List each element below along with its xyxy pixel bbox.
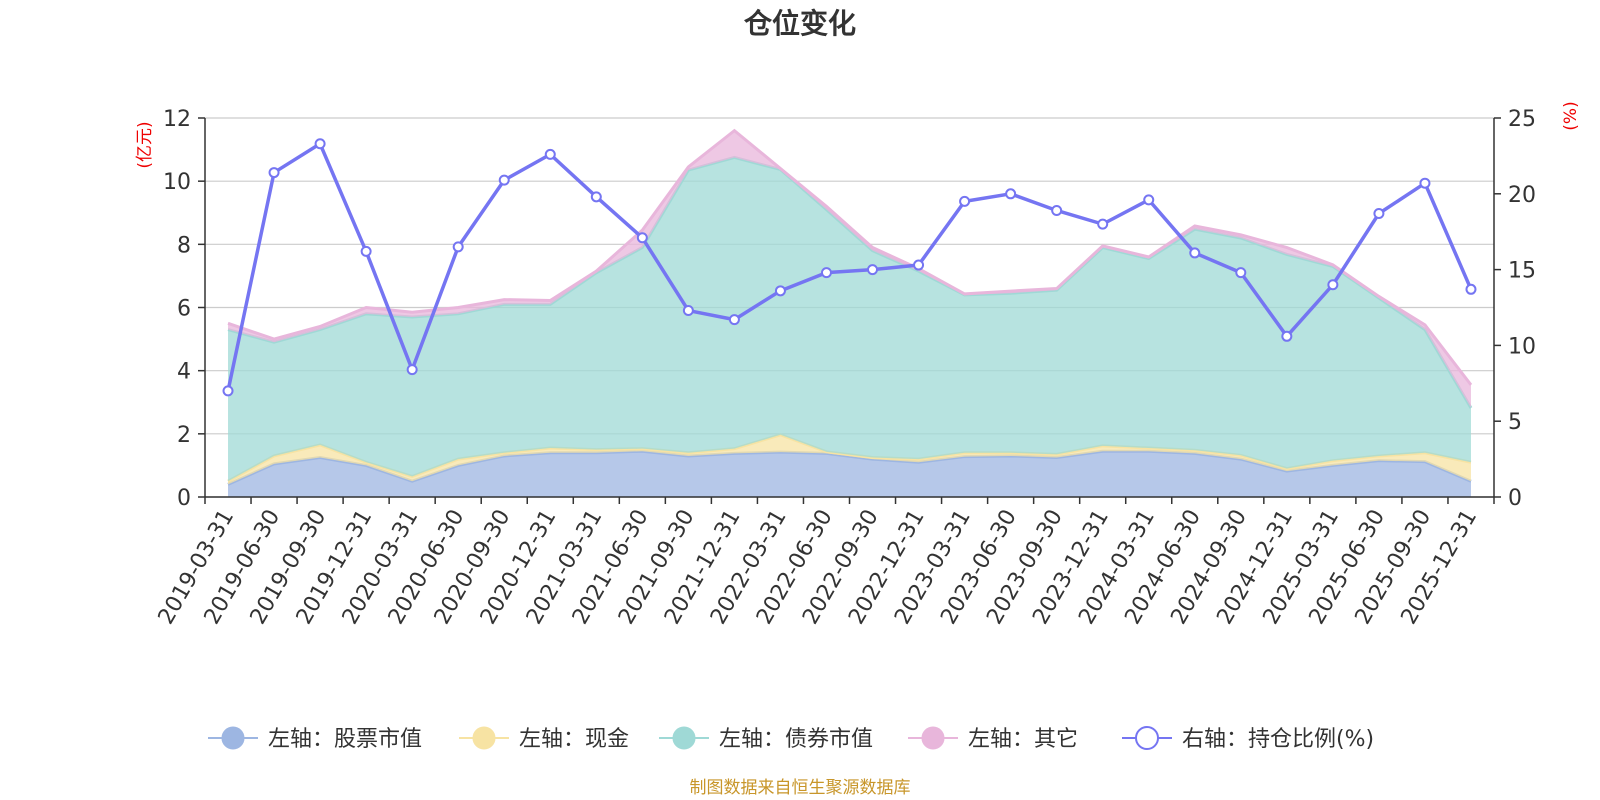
legend-swatch: [672, 726, 696, 750]
legend-item: 左轴：股票市值: [208, 726, 422, 752]
ratio-point: [959, 195, 971, 207]
legend-label: 左轴：其它: [968, 727, 1078, 752]
ratio-point: [590, 191, 602, 203]
stacked-areas: [227, 128, 1473, 497]
ratio-point: [406, 364, 418, 376]
legend-label: 左轴：债券市值: [719, 727, 873, 752]
legend-label: 左轴：现金: [519, 727, 629, 752]
x-axis-ticks: 2019-03-312019-06-302019-09-302019-12-31…: [154, 505, 1483, 628]
legend-swatch: [472, 726, 496, 750]
ratio-point: [268, 167, 280, 179]
ratio-point: [544, 148, 556, 160]
ratio-point: [1373, 208, 1385, 220]
legend-label: 左轴：股票市值: [268, 727, 422, 752]
ratio-point: [636, 232, 648, 244]
right-tick-label: 20: [1508, 183, 1536, 208]
ratio-point: [1189, 247, 1201, 259]
ratio-point: [1327, 279, 1339, 291]
ratio-point: [360, 245, 372, 257]
ratio-point: [913, 259, 925, 271]
legend-item: 左轴：现金: [459, 726, 629, 752]
legend-item: 左轴：其它: [908, 726, 1078, 752]
ratio-point: [867, 264, 879, 276]
ratio-point: [774, 285, 786, 297]
area-左轴：现金: [228, 434, 1471, 485]
right-tick-label: 5: [1508, 410, 1522, 435]
legend-swatch: [921, 726, 945, 750]
ratio-point: [728, 314, 740, 326]
left-tick-label: 12: [163, 107, 191, 132]
right-tick-label: 10: [1508, 334, 1536, 359]
ratio-points: [222, 138, 1477, 397]
ratio-line-path: [226, 142, 1473, 392]
ratio-point: [1051, 204, 1063, 216]
left-tick-label: 8: [177, 233, 191, 258]
legend-label: 右轴：持仓比例(%): [1182, 727, 1374, 752]
ratio-point: [1235, 267, 1247, 279]
legend: 左轴：股票市值 左轴：现金 左轴：债券市值 左轴：其它 右轴：持仓比例(%): [208, 726, 1374, 752]
ratio-point: [498, 174, 510, 186]
left-tick-label: 6: [177, 297, 191, 322]
left-tick-label: 10: [163, 170, 191, 195]
right-axis-ticks: 0 5 10 15 20 25: [1494, 107, 1536, 511]
ratio-line: [226, 142, 1473, 392]
area-左轴：债券市值: [228, 157, 1471, 482]
right-tick-label: 15: [1508, 259, 1536, 284]
right-tick-label: 0: [1508, 486, 1522, 511]
legend-swatch: [1135, 726, 1159, 750]
ratio-point: [1005, 188, 1017, 200]
left-tick-label: 0: [177, 486, 191, 511]
chart-title: 仓位变化: [744, 7, 856, 40]
left-tick-label: 4: [177, 360, 191, 385]
area-左轴：股票市值: [228, 451, 1471, 497]
ratio-point: [682, 305, 694, 317]
ratio-point: [1143, 194, 1155, 206]
legend-item: 左轴：债券市值: [659, 726, 873, 752]
ratio-point: [314, 138, 326, 150]
ratio-point: [1465, 283, 1477, 295]
legend-swatch: [221, 726, 245, 750]
left-axis-ticks: 0 2 4 6 8 10 12: [163, 107, 205, 511]
ratio-point: [1419, 177, 1431, 189]
left-tick-label: 2: [177, 423, 191, 448]
right-axis-unit: (%): [1561, 101, 1581, 130]
ratio-point: [1097, 218, 1109, 230]
right-tick-label: 25: [1508, 107, 1536, 132]
ratio-point: [222, 385, 234, 397]
ratio-point: [452, 241, 464, 253]
ratio-point: [820, 267, 832, 279]
source-note: 制图数据来自恒生聚源数据库: [690, 778, 911, 798]
legend-item: 右轴：持仓比例(%): [1122, 726, 1374, 752]
left-axis-unit: (亿元): [135, 121, 155, 168]
ratio-point: [1281, 330, 1293, 342]
